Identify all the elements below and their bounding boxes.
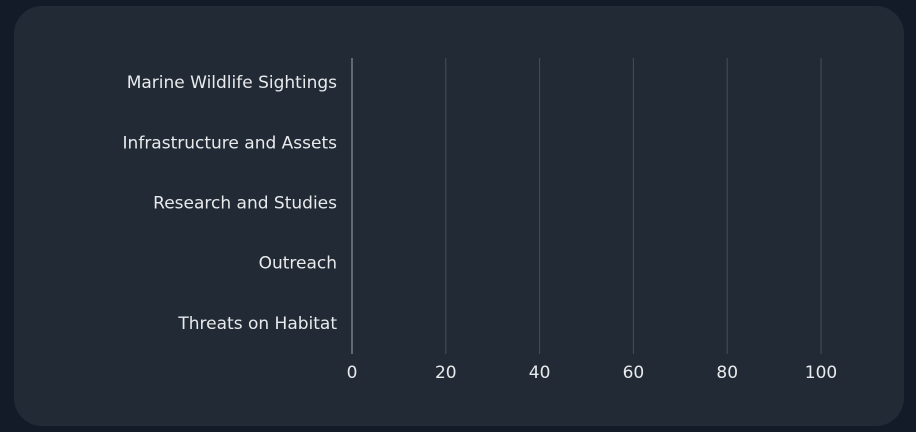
y-tick-label: Marine Wildlife Sightings [127, 73, 337, 93]
y-tick-label: Threats on Habitat [177, 314, 337, 334]
x-tick-label: 60 [623, 363, 645, 383]
x-tick-label: 100 [805, 363, 837, 383]
x-tick-label: 80 [716, 363, 738, 383]
chart-card [14, 6, 904, 426]
y-tick-label: Infrastructure and Assets [123, 133, 338, 153]
y-tick-label: Research and Studies [153, 194, 337, 214]
x-tick-label: 20 [435, 363, 457, 383]
x-tick-label: 0 [347, 363, 358, 383]
y-tick-label: Outreach [259, 254, 337, 274]
x-tick-label: 40 [529, 363, 551, 383]
